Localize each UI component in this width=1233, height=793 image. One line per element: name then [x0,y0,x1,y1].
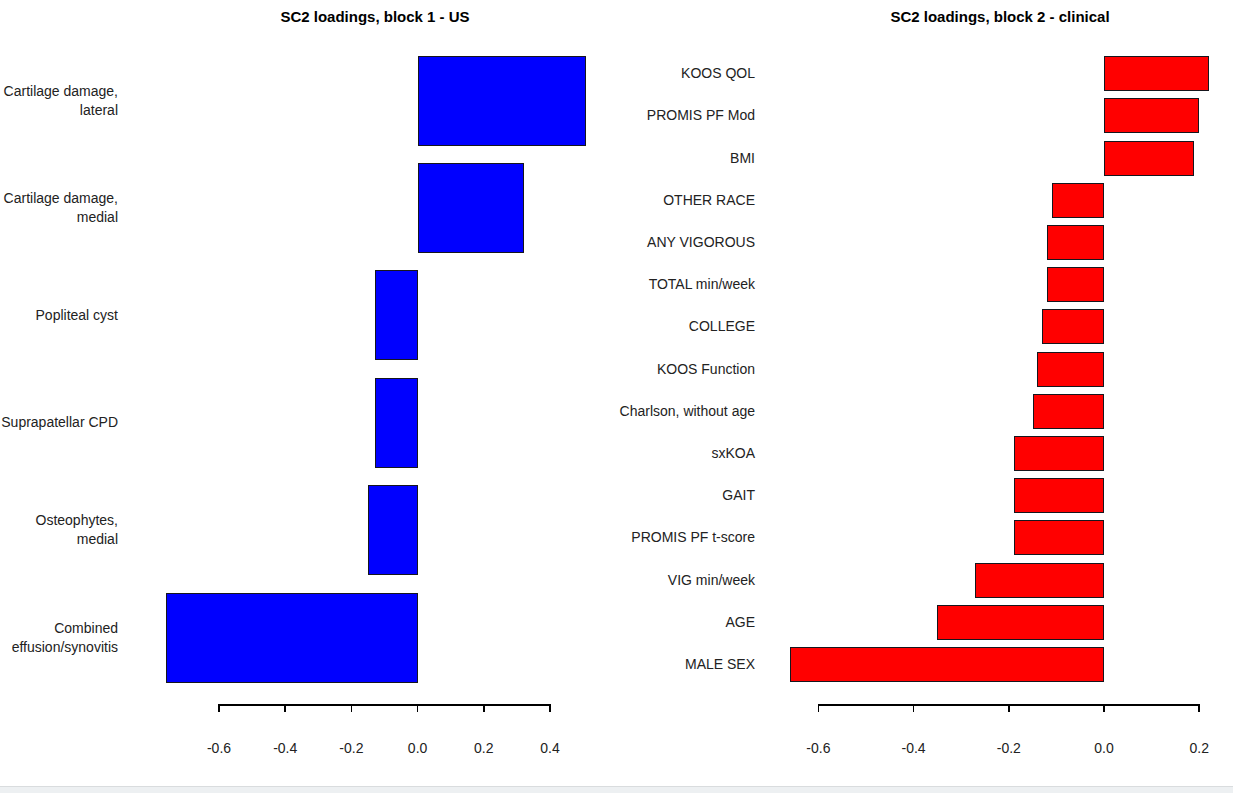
x-tick [417,704,419,712]
chart-title: SC2 loadings, block 1 - US [280,8,469,25]
bar [790,647,1104,682]
x-tick-label: -0.6 [207,740,231,756]
bar [937,605,1104,640]
x-tick [218,704,220,712]
x-tick [483,704,485,712]
x-tick [549,704,551,712]
category-label: sxKOA [711,444,755,463]
bar [1047,267,1104,302]
x-tick-label: 0.4 [540,740,559,756]
x-tick [1198,704,1200,712]
x-tick-label: 0.2 [474,740,493,756]
category-label: KOOS Function [657,360,755,379]
category-label: Cartilage damage, medial [4,189,118,227]
x-tick-label: -0.4 [902,740,926,756]
x-tick [913,704,915,712]
bar [975,563,1104,598]
category-label: ANY VIGOROUS [647,233,755,252]
x-tick-label: 0.0 [1094,740,1113,756]
category-label: BMI [730,149,755,168]
category-label: Osteophytes, medial [36,511,119,549]
x-tick [1008,704,1010,712]
bar [1104,98,1199,133]
x-tick-label: -0.2 [997,740,1021,756]
category-label: GAIT [722,486,755,505]
category-label: MALE SEX [685,655,755,674]
category-label: Cartilage damage, lateral [4,82,118,120]
category-label: COLLEGE [689,317,755,336]
bottom-strip [0,787,1233,793]
bar [418,56,587,146]
bar [418,163,524,253]
bar [1104,56,1209,91]
bar [375,378,418,468]
category-label: TOTAL min/week [649,275,755,294]
x-tick-label: -0.4 [273,740,297,756]
category-label: AGE [725,613,755,632]
bar [368,485,418,575]
x-tick [1103,704,1105,712]
bar [1052,183,1104,218]
x-tick-label: -0.2 [339,740,363,756]
x-tick [351,704,353,712]
bar [1104,141,1194,176]
bar [375,270,418,360]
category-label: KOOS QOL [681,64,755,83]
bar [1033,394,1104,429]
x-axis-line [219,704,550,706]
category-label: Combined effusion/synovitis [12,619,118,657]
bar [1037,352,1104,387]
bar [1014,436,1104,471]
chart-title: SC2 loadings, block 2 - clinical [890,8,1109,25]
bar [1014,478,1104,513]
bar [166,593,418,683]
category-label: OTHER RACE [663,191,755,210]
x-tick [818,704,820,712]
x-tick-label: 0.0 [408,740,427,756]
x-tick-label: 0.2 [1189,740,1208,756]
category-label: Charlson, without age [620,402,755,421]
figure-canvas: SC2 loadings, block 1 - US Cartilage dama… [0,0,1233,793]
x-tick-label: -0.6 [806,740,830,756]
bar [1047,225,1104,260]
category-label: Popliteal cyst [36,306,118,325]
category-label: VIG min/week [668,571,755,590]
x-tick [284,704,286,712]
category-label: PROMIS PF t-score [631,528,755,547]
category-label: PROMIS PF Mod [647,106,755,125]
bar [1014,520,1104,555]
category-label: Suprapatellar CPD [1,413,118,432]
bar [1042,309,1104,344]
